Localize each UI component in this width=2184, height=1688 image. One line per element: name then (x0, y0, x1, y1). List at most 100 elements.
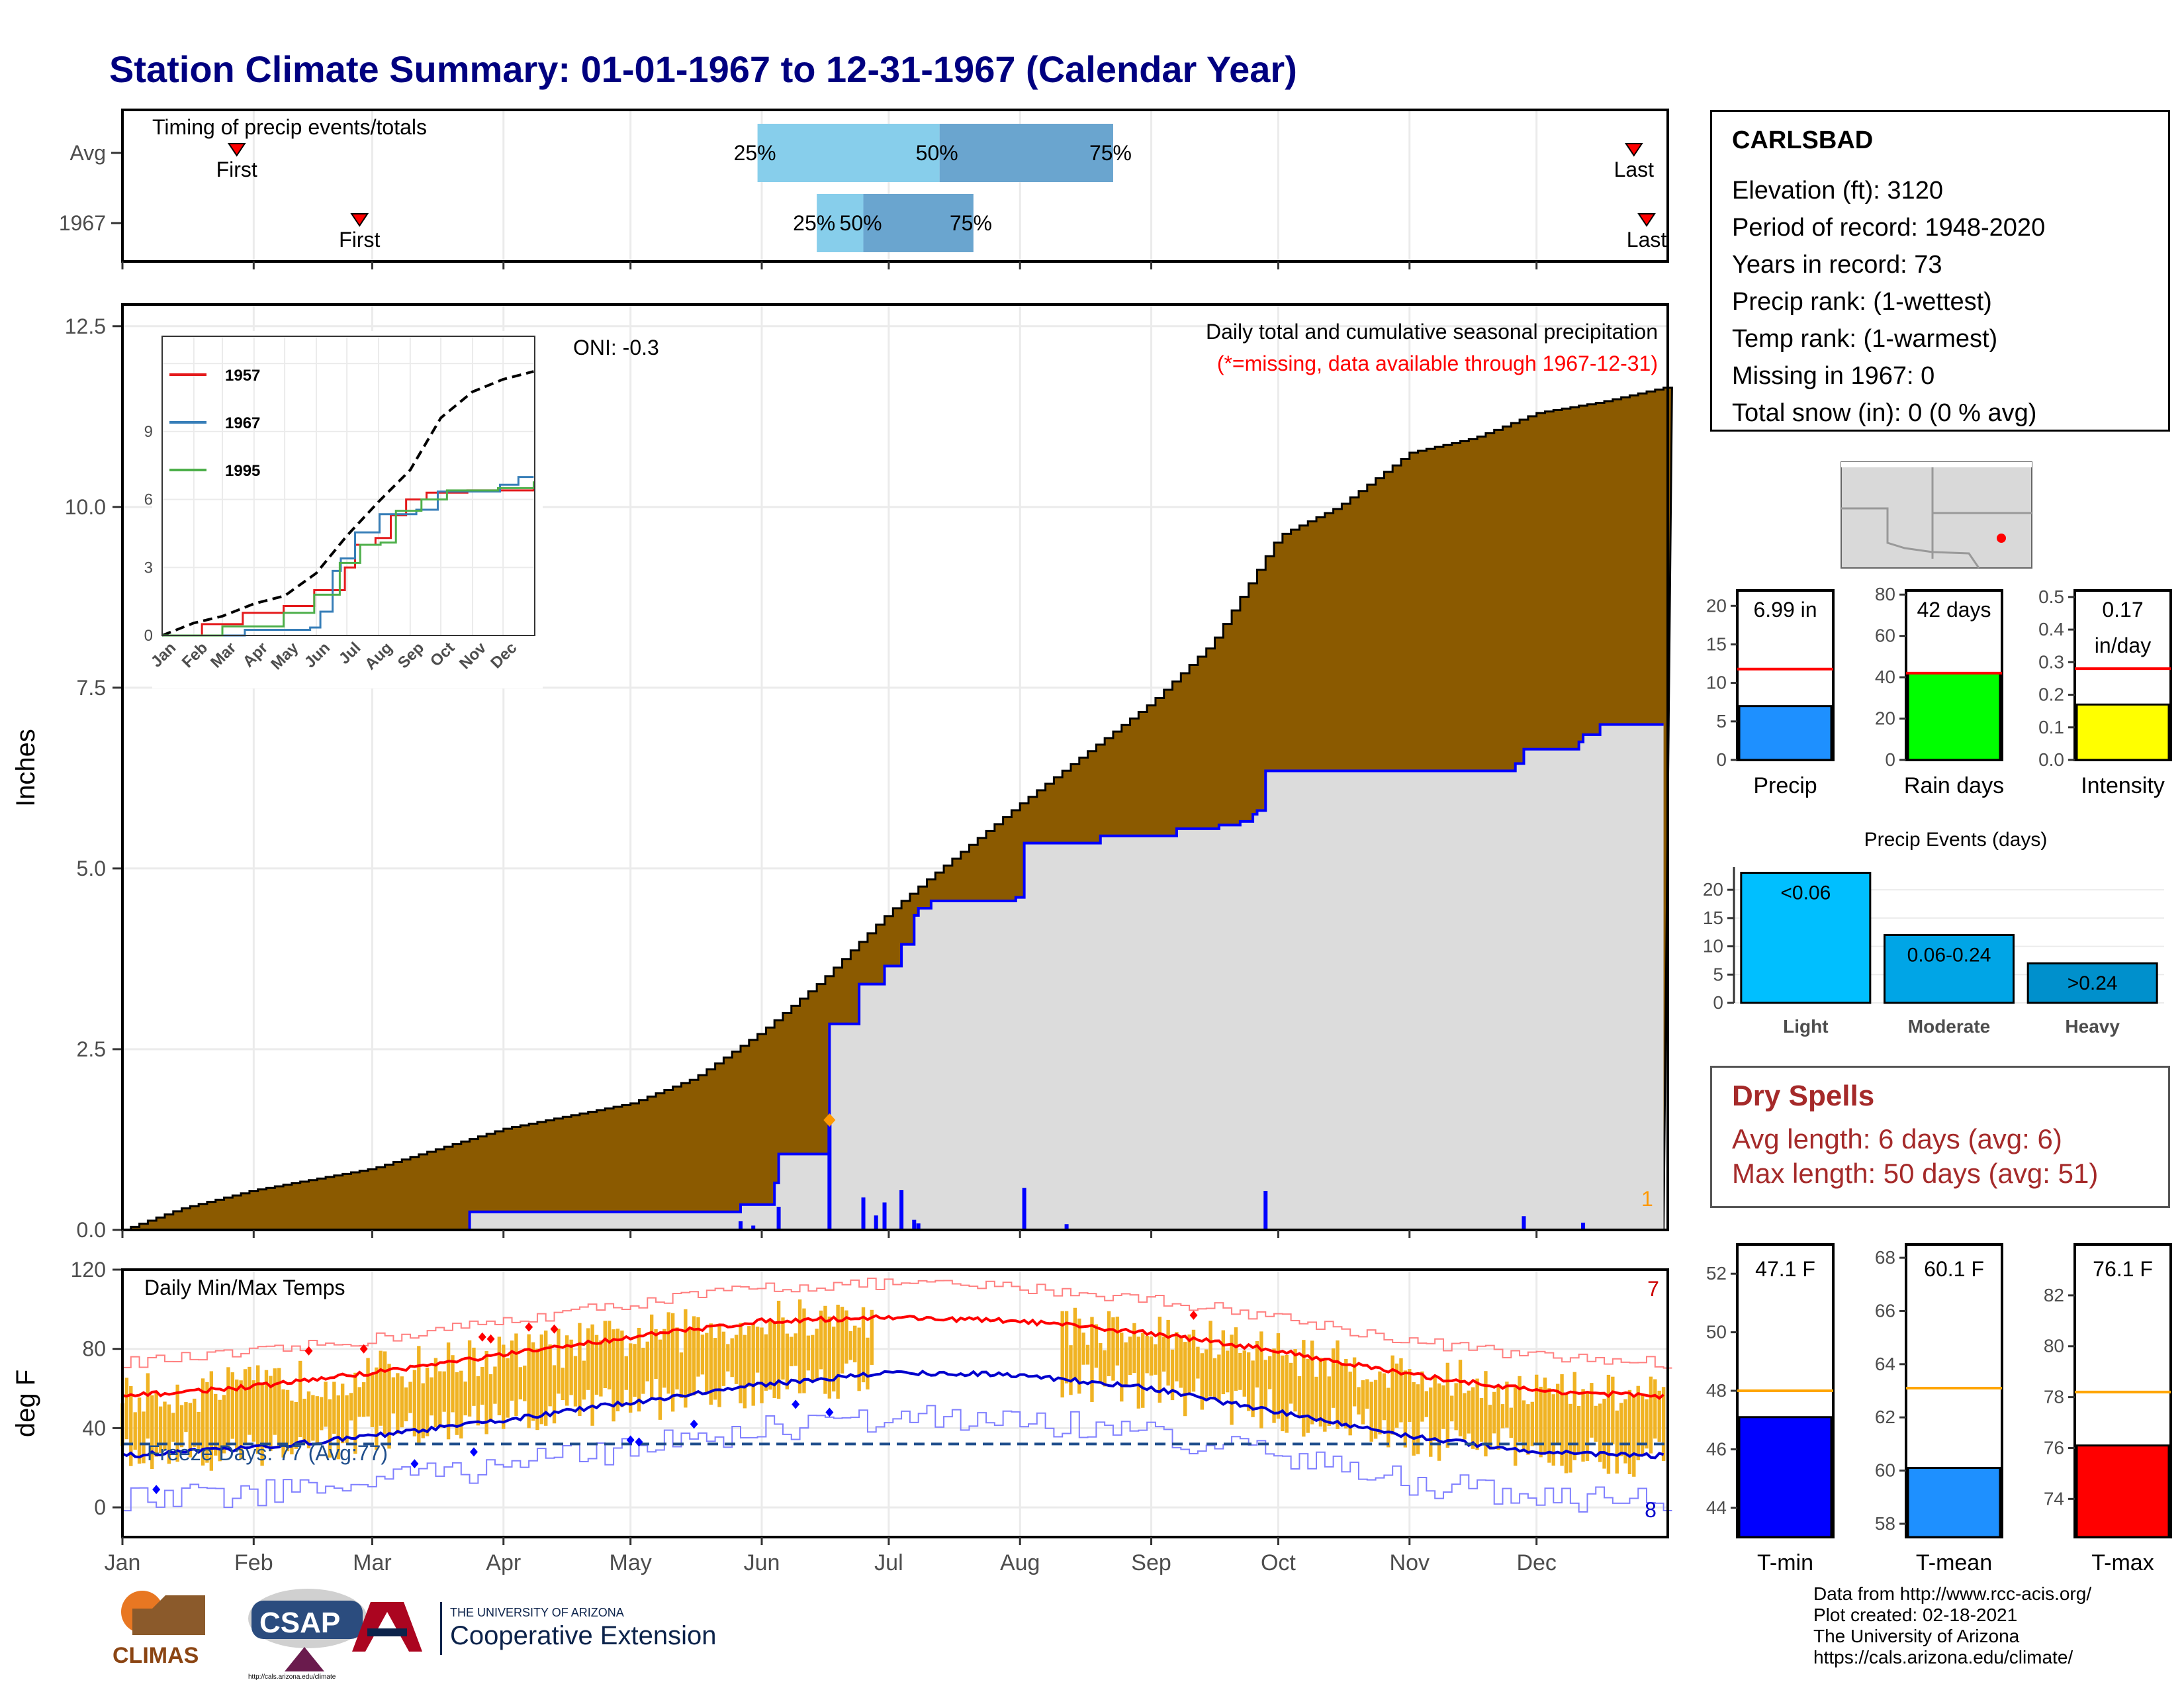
daily-temp-bar (1136, 1336, 1141, 1409)
inset-series-line (162, 476, 534, 637)
daily-temp-bar (1361, 1380, 1365, 1425)
daily-temp-bar (624, 1356, 628, 1390)
daily-temp-bar (802, 1308, 806, 1393)
daily-temp-bar (269, 1376, 273, 1451)
daily-temp-bar (146, 1373, 150, 1439)
daily-temp-bar (569, 1339, 573, 1395)
precip-event-category: Heavy (2065, 1016, 2120, 1037)
daily-temp-bar (1128, 1336, 1132, 1376)
daily-temp-bar (675, 1327, 679, 1389)
daily-temp-bar (662, 1329, 666, 1388)
temperature-panel: Daily Min/Max Temps Freeze Days: 77 (Avg:… (11, 1258, 1672, 1538)
month-tick-label: Dec (1516, 1550, 1556, 1575)
daily-temp-bar (1488, 1405, 1492, 1449)
daily-temp-bar (1484, 1371, 1488, 1457)
station-precip-rank: Precip rank: (1-wettest) (1732, 288, 1992, 316)
daily-temp-bar (455, 1372, 459, 1435)
daily-temp-bar (467, 1340, 472, 1417)
daily-temp-bar (1344, 1359, 1348, 1429)
daily-precip-bar (861, 1197, 866, 1230)
daily-temp-bar (1526, 1404, 1530, 1455)
temp-summary-value: 76.1 F (2093, 1257, 2153, 1281)
daily-temp-bar (848, 1331, 853, 1360)
record-high-marker (304, 1346, 313, 1356)
daily-temp-bar (755, 1327, 760, 1373)
daily-temp-bar (315, 1396, 319, 1445)
summary-bar-charts: 6.99 in 0 5 10 15 20 Precip 42 days 0 20 40 60 80 Rai… (1706, 584, 2172, 798)
daily-temp-bar (273, 1368, 277, 1435)
daily-temp-bar (1479, 1397, 1484, 1442)
month-tick-label: Oct (1261, 1550, 1296, 1575)
daily-temp-bar (590, 1324, 594, 1426)
daily-temp-bar (539, 1334, 544, 1425)
daily-temp-bar (142, 1411, 146, 1464)
daily-temp-bar (1585, 1391, 1590, 1461)
daily-temp-bar (1509, 1407, 1513, 1438)
daily-temp-bar (776, 1300, 781, 1399)
daily-temp-bar (256, 1365, 260, 1454)
daily-temp-bar (615, 1329, 620, 1412)
daily-temp-bar (700, 1335, 705, 1375)
daily-temp-bar (620, 1331, 624, 1407)
daily-temp-bar (1496, 1386, 1500, 1450)
record-high-marker (486, 1334, 495, 1344)
daily-temp-bar (154, 1390, 158, 1457)
daily-temp-bar (1175, 1332, 1179, 1382)
daily-temp-bar (586, 1328, 590, 1390)
daily-temp-bar (823, 1305, 827, 1394)
daily-temp-bar (171, 1413, 175, 1442)
inset-y-tick: 6 (144, 491, 153, 509)
temp-y-tick: 120 (71, 1258, 106, 1282)
daily-temp-bar (366, 1358, 370, 1417)
precip-event-bar-label: 0.06-0.24 (1907, 945, 1991, 966)
daily-temp-bar (1183, 1342, 1187, 1417)
record-high-marker (1189, 1310, 1198, 1320)
daily-temp-bar (1539, 1386, 1543, 1458)
daily-temp-bar (628, 1343, 633, 1413)
daily-temp-bar (785, 1333, 790, 1389)
climas-logo-text: CLIMAS (113, 1643, 199, 1668)
daily-temp-bar (1120, 1333, 1124, 1402)
daily-temp-bar (1323, 1360, 1327, 1432)
daily-temp-bar (1124, 1342, 1128, 1387)
daily-temp-bar (607, 1321, 612, 1389)
daily-temp-bar (480, 1366, 484, 1405)
daily-temp-bar (230, 1372, 235, 1439)
daily-temp-bar (451, 1355, 455, 1413)
daily-temp-bar (298, 1360, 302, 1438)
summary-bar-label: Intensity (2081, 773, 2165, 798)
daily-temp-bar (1200, 1353, 1204, 1410)
daily-temp-bar (844, 1310, 848, 1364)
daily-temp-bar (1276, 1333, 1281, 1419)
daily-temp-bar (1636, 1385, 1640, 1460)
daily-temp-bar (1221, 1330, 1225, 1395)
daily-temp-bar (1352, 1357, 1357, 1407)
daily-temp-bar (497, 1336, 502, 1416)
daily-temp-bar (1522, 1400, 1526, 1450)
daily-temp-bar (1390, 1355, 1394, 1435)
daily-temp-bar (518, 1367, 523, 1400)
daily-temp-bar (1424, 1391, 1429, 1417)
temp-summary-y-tick: 74 (2044, 1488, 2064, 1509)
temp-summary-y-tick: 58 (1875, 1513, 1895, 1534)
daily-temp-bar (1255, 1340, 1259, 1388)
daily-temp-bar (484, 1350, 488, 1434)
daily-temp-bar (1289, 1362, 1293, 1404)
daily-temp-bar (463, 1382, 467, 1416)
daily-temp-bar (797, 1299, 802, 1393)
daily-temp-bar (721, 1331, 726, 1386)
daily-temp-bar (1145, 1335, 1149, 1374)
month-tick-label: Jul (874, 1550, 903, 1575)
daily-temp-bar (578, 1323, 582, 1417)
daily-temp-bar (1348, 1372, 1352, 1436)
daily-temp-bar (523, 1365, 527, 1401)
observed-cumulative-area (122, 724, 1664, 1230)
daily-temp-bar (383, 1351, 387, 1434)
timing-p50-label: 50% (840, 211, 882, 235)
daily-precip-bar (916, 1223, 921, 1230)
daily-temp-bar (306, 1391, 311, 1448)
timing-bar-upper (939, 124, 1113, 182)
record-high-line (122, 1278, 1672, 1369)
daily-temp-bar (1463, 1393, 1467, 1440)
